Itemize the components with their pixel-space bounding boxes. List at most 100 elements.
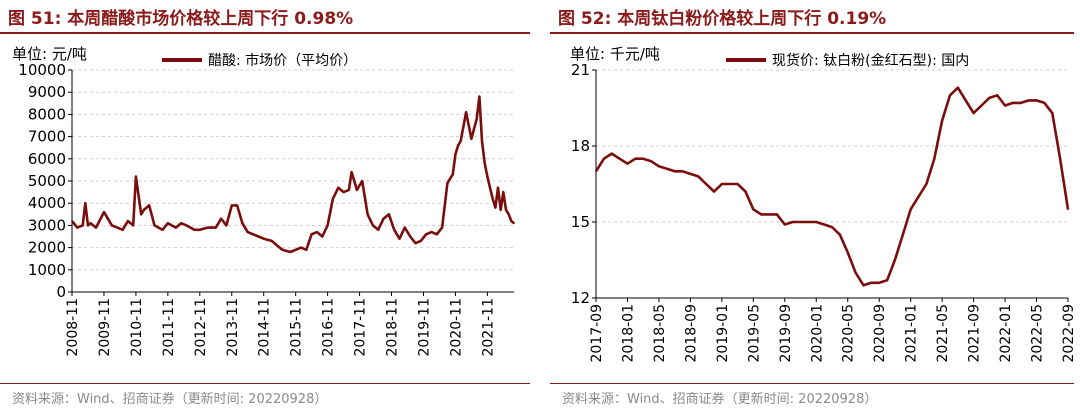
data-point	[425, 233, 427, 236]
y-tick-label: 1000	[28, 261, 66, 279]
x-tick-label: 2020-01	[809, 304, 825, 363]
x-tick-label: 2012-11	[193, 298, 209, 357]
data-point	[111, 224, 113, 227]
x-tick-label: 2021-05	[935, 304, 951, 363]
x-tick-label: 2020-09	[872, 304, 888, 363]
data-point	[337, 186, 340, 189]
data-point	[870, 282, 873, 284]
data-point	[499, 209, 502, 211]
data-point	[1051, 112, 1054, 114]
data-point	[626, 162, 629, 165]
data-point	[300, 246, 302, 249]
data-point	[356, 189, 358, 191]
x-tick-label: 2017-09	[589, 304, 605, 363]
data-point	[393, 229, 395, 231]
x-tick-label: 2011-11	[161, 298, 177, 357]
data-point	[236, 204, 238, 207]
figure-title: 图 51: 本周醋酸市场价格较上周下行 0.98%	[8, 9, 354, 29]
data-point	[246, 231, 249, 233]
data-point	[103, 211, 105, 213]
x-tick-label: 2022-01	[998, 304, 1014, 363]
data-point	[161, 229, 164, 231]
data-point	[388, 213, 390, 216]
title-divider	[550, 32, 1074, 34]
y-tick-label: 3000	[28, 216, 66, 234]
y-tick-label: 2000	[28, 239, 66, 257]
data-point	[121, 229, 124, 231]
data-point	[502, 191, 505, 193]
data-point	[878, 282, 880, 284]
data-point	[791, 221, 794, 223]
x-tick-label: 2013-11	[225, 298, 241, 357]
data-point	[89, 222, 92, 224]
x-tick-label: 2018-05	[652, 304, 668, 363]
data-point	[618, 157, 621, 160]
data-point	[441, 226, 443, 229]
data-point	[470, 138, 473, 140]
data-point	[180, 222, 182, 224]
data-point	[116, 226, 119, 229]
data-point	[917, 195, 920, 198]
x-tick-label: 2018-11	[385, 298, 401, 357]
y-tick-label: 15	[571, 213, 590, 231]
data-point	[481, 140, 483, 142]
data-point	[744, 190, 747, 193]
x-tick-label: 2019-09	[778, 304, 794, 363]
data-point	[486, 175, 489, 178]
title-divider	[0, 32, 530, 34]
data-point	[728, 183, 731, 185]
data-point	[252, 233, 254, 236]
data-point	[478, 95, 481, 98]
x-tick-label: 2014-11	[257, 298, 273, 357]
data-point	[377, 229, 380, 231]
data-point	[1012, 102, 1014, 104]
y-tick-label: 7000	[28, 128, 66, 146]
data-point	[140, 213, 143, 216]
data-point	[823, 223, 825, 226]
data-point	[721, 183, 723, 185]
data-point	[214, 226, 217, 229]
data-point	[289, 251, 292, 253]
data-point	[673, 170, 676, 173]
y-tick-label: 18	[571, 137, 590, 155]
data-point	[909, 208, 912, 211]
data-point	[933, 157, 936, 160]
source-divider	[0, 383, 530, 384]
unit-label: 单位: 元/吨	[12, 45, 87, 63]
data-point	[1043, 102, 1046, 104]
data-point	[894, 259, 896, 261]
data-point	[846, 251, 849, 254]
data-point	[81, 224, 84, 227]
y-tick-label: 4000	[28, 194, 66, 212]
data-point	[862, 284, 865, 287]
data-point	[475, 118, 478, 120]
x-tick-label: 2018-01	[620, 304, 636, 363]
series-line	[594, 86, 1070, 287]
legend-label: 现货价: 钛白粉(金红石型): 国内	[772, 52, 969, 69]
x-tick-label: 2018-09	[683, 304, 699, 363]
data-point	[382, 217, 385, 220]
data-point	[839, 233, 841, 236]
data-point	[634, 157, 637, 160]
y-tick-label: 9000	[28, 83, 66, 101]
data-point	[799, 221, 802, 223]
data-point	[446, 182, 449, 185]
data-point	[854, 271, 857, 274]
data-point	[949, 94, 951, 97]
y-tick-label: 0	[56, 283, 66, 301]
data-point	[980, 104, 983, 107]
data-point	[175, 226, 177, 229]
x-tick-label: 2016-11	[321, 298, 337, 357]
y-tick-label: 8000	[28, 105, 66, 123]
x-tick-label: 2020-11	[448, 298, 464, 357]
x-tick-label: 2015-11	[289, 298, 305, 357]
data-point	[510, 220, 513, 222]
data-point	[143, 209, 145, 211]
data-point	[185, 224, 188, 227]
x-tick-label: 2010-11	[129, 298, 145, 357]
data-point	[760, 213, 762, 216]
data-point	[595, 170, 597, 173]
data-point	[964, 99, 967, 102]
data-point	[76, 226, 79, 229]
data-point	[815, 221, 818, 223]
